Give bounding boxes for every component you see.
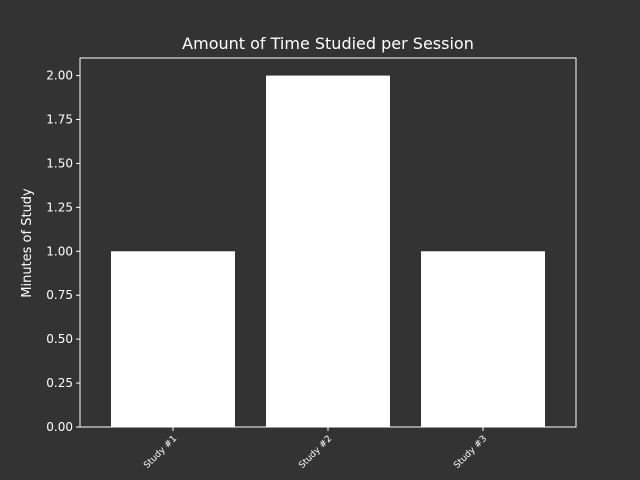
y-axis-title: Minutes of Study [20,188,35,298]
plot-frame [79,57,577,428]
x-tick-label: Study #1 [142,434,179,471]
x-axis: Study #1 Study #2 Study #3 [142,427,489,471]
y-tick-label: 0.75 [46,288,73,302]
x-tick-label: Study #2 [297,434,334,471]
y-tick-label: 1.25 [46,200,73,214]
y-tick-label: 0.25 [46,376,73,390]
bar-2 [266,75,390,428]
y-tick-label: 1.00 [46,244,73,258]
bar-1 [111,251,235,427]
x-tick-label: Study #3 [452,434,489,471]
chart-title: Amount of Time Studied per Session [182,34,474,53]
y-tick-label: 1.75 [46,113,73,127]
y-tick-label: 1.50 [46,156,73,170]
y-tick-label: 0.00 [46,420,73,434]
y-tick-label: 2.00 [46,69,73,83]
bars-group [111,75,545,428]
y-axis: 0.00 0.25 0.50 0.75 1.00 1.25 1.50 1.75 2.00 [46,69,80,434]
bar-3 [421,251,545,427]
y-tick-label: 0.50 [46,332,73,346]
